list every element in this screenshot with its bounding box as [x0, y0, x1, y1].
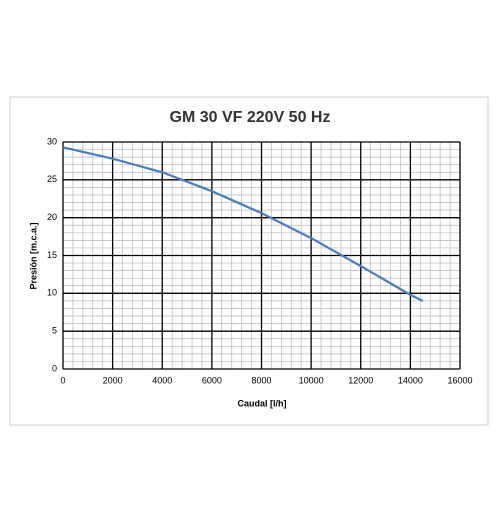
y-tick-label: 0 [52, 363, 57, 373]
x-tick-label: 16000 [447, 375, 472, 385]
x-tick-label: 10000 [299, 375, 324, 385]
x-tick-label: 2000 [103, 375, 123, 385]
x-tick-label: 14000 [398, 375, 423, 385]
y-tick-label: 15 [47, 250, 57, 260]
data-line [62, 146, 424, 302]
y-tick-label: 10 [47, 288, 57, 298]
y-tick-label: 25 [47, 174, 57, 184]
y-tick-label: 20 [47, 212, 57, 222]
x-tick-label: 12000 [348, 375, 373, 385]
x-axis-label: Caudal [l/h] [238, 398, 287, 408]
y-axis-label: Presión [m.c.a.] [28, 222, 38, 289]
y-tick-label: 5 [52, 326, 57, 336]
x-tick-label: 0 [60, 375, 65, 385]
chart-title: GM 30 VF 220V 50 Hz [170, 109, 331, 126]
x-tick-label: 4000 [152, 375, 172, 385]
x-tick-label: 8000 [251, 375, 271, 385]
chart-frame [9, 96, 489, 426]
x-tick-label: 6000 [202, 375, 222, 385]
y-tick-label: 30 [47, 136, 57, 146]
